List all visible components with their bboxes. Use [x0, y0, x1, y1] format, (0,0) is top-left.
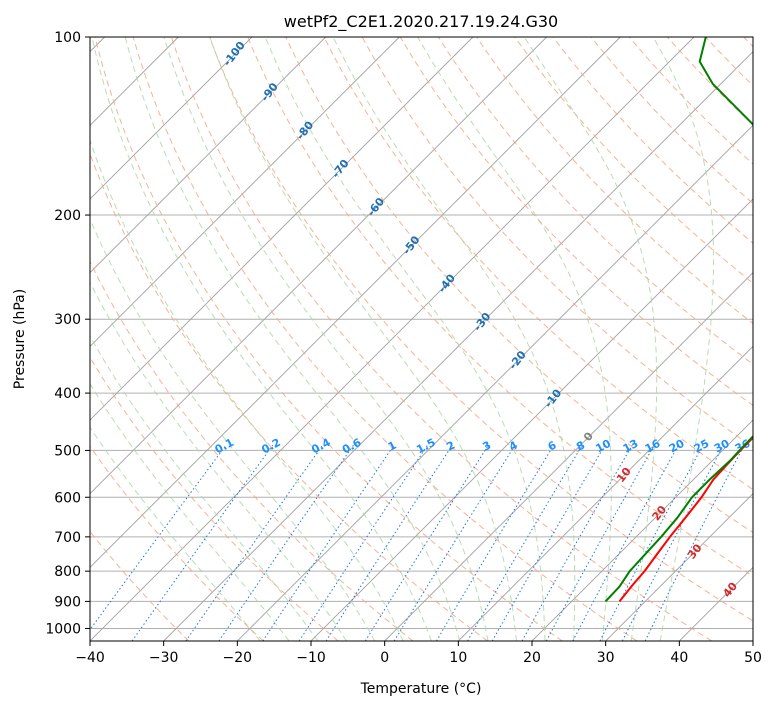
x-tick-label: −10: [296, 650, 326, 666]
isotherm-line: [531, 419, 753, 641]
mixing-ratio-label: 16: [643, 437, 663, 456]
moist-adiabat-line: [209, 37, 517, 641]
mixing-ratio-label: 30: [712, 437, 732, 456]
dry-adiabat-line: [361, 37, 753, 448]
isotherm-line: [605, 493, 753, 641]
moist-adiabat-line: [523, 37, 658, 641]
mixing-ratio-line: [521, 444, 633, 641]
chart-title: wetPf2_C2E1.2020.217.19.24.G30: [284, 12, 558, 32]
x-tick-label: 30: [597, 650, 615, 666]
isotherm-line: [163, 51, 753, 641]
isotherm-line: [237, 124, 753, 641]
dry-adiabat-line: [132, 37, 638, 641]
moist-adiabat-line: [332, 37, 576, 641]
mixing-ratio-line: [364, 444, 489, 641]
dry-adiabat-line: [90, 260, 414, 641]
mixing-ratio-line: [393, 444, 516, 641]
dry-adiabat-line: [628, 37, 753, 165]
isotherm-line: [90, 37, 621, 568]
dry-adiabat-line: [90, 445, 264, 641]
x-tick-label: −20: [223, 650, 253, 666]
isotherm-line: [90, 37, 695, 641]
y-tick-label: 600: [54, 490, 81, 506]
mixing-ratio-line: [435, 444, 555, 641]
moist-adiabat-line: [90, 335, 319, 641]
isotherm-line: [458, 345, 753, 641]
dry-adiabat-line: [94, 37, 563, 641]
isotherm-line: [90, 37, 474, 421]
moist-adiabat-line: [652, 37, 714, 641]
x-tick-label: 20: [523, 650, 541, 666]
y-tick-label: 800: [54, 564, 81, 580]
plot-frame: [89, 36, 754, 642]
isotherm-line: [90, 37, 400, 347]
y-tick-label: 1000: [45, 621, 81, 637]
x-tick-label: 10: [449, 650, 467, 666]
y-tick-label: 100: [54, 30, 81, 46]
mixing-ratio-label: 10: [593, 437, 613, 456]
y-tick-label: 900: [54, 594, 81, 610]
x-tick-label: −30: [149, 650, 179, 666]
x-tick-label: 0: [380, 650, 389, 666]
dry-adiabat-line: [170, 37, 712, 641]
dry-adiabat-line: [323, 37, 753, 491]
mixing-ratio-line: [218, 444, 354, 641]
x-tick-label: −40: [75, 650, 105, 666]
moist-adiabat-line: [417, 37, 612, 641]
background-lines: [90, 37, 753, 641]
dry-adiabat-line: [514, 37, 753, 284]
mixing-ratio-label: 20: [667, 437, 687, 456]
y-tick-label: 300: [54, 312, 81, 328]
isotherm-line: [90, 37, 253, 200]
moist-adiabat-line: [163, 37, 489, 641]
moist-adiabat-line: [91, 37, 432, 641]
moist-adiabat-line: [90, 217, 376, 641]
isotherm-line: [90, 37, 547, 495]
mixing-ratio-line: [131, 444, 274, 641]
dry-adiabat-line: [247, 37, 753, 577]
y-axis: 100 200 300 400 500 600 700 800 900 1000: [45, 30, 90, 637]
mixing-ratio-line: [644, 444, 745, 641]
profile-lines: [604, 37, 753, 603]
y-tick-label: 400: [54, 386, 81, 402]
moist-adiabat-line: [264, 37, 546, 641]
dry-adiabat-line: [399, 37, 753, 407]
y-tick-label: 700: [54, 530, 81, 546]
x-axis-title: Temperature (°C): [360, 681, 482, 697]
dry-adiabat-line: [209, 37, 753, 622]
y-tick-label: 500: [54, 443, 81, 459]
y-tick-label: 200: [54, 208, 81, 224]
moist-adiabat-line: [90, 281, 347, 641]
moist-adiabat-line: [124, 37, 461, 641]
dry-adiabat-line: [476, 37, 753, 325]
moist-adiabat-line: [90, 138, 404, 641]
mixing-ratio-line: [298, 444, 429, 641]
temperature-profile: [618, 436, 753, 603]
mixing-ratio-line: [325, 444, 453, 641]
mixing-ratio-label: 13: [621, 437, 641, 456]
moist-adiabat-line: [90, 426, 261, 641]
moist-adiabat-line: [90, 382, 290, 641]
mixing-ratio-line: [262, 444, 395, 641]
x-tick-label: 40: [670, 650, 688, 666]
mixing-ratio-label: 25: [692, 437, 712, 456]
x-axis: −40 −30 −20 −10 0 10 20 30 40 50: [75, 641, 762, 666]
dewpoint-profile: [604, 37, 753, 603]
isotherm-line: [90, 37, 326, 274]
mixing-ratio-line: [621, 444, 724, 641]
y-axis-title: Pressure (hPa): [12, 289, 28, 389]
dry-adiabat-line: [590, 37, 753, 205]
isotherm-line: [384, 272, 753, 641]
mixing-ratio-line: [185, 444, 324, 641]
mixing-ratio-line: [545, 444, 655, 641]
x-tick-label: 50: [744, 650, 762, 666]
